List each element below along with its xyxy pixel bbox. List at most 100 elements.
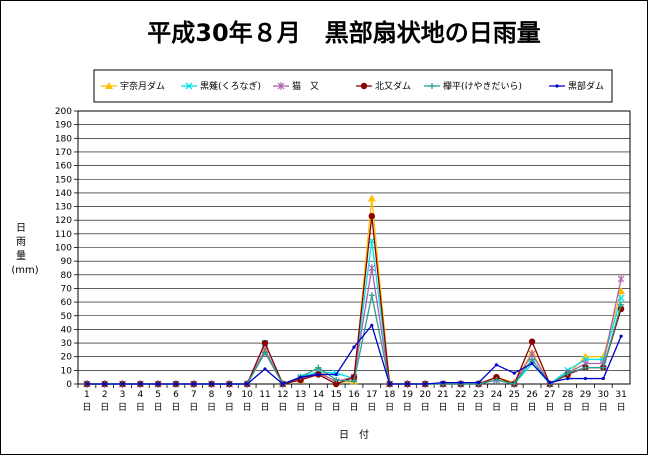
x-tick-label: 15 <box>330 390 341 400</box>
x-tick-label: 5 <box>155 390 161 400</box>
data-point <box>334 372 338 377</box>
x-tick-label: 12 <box>277 390 288 400</box>
x-axis-label: 日 付 <box>339 428 369 441</box>
data-point <box>192 382 196 386</box>
data-point <box>332 380 340 388</box>
x-tick-suffix: 日 <box>581 402 590 413</box>
y-tick-label: 20 <box>61 353 73 363</box>
data-point <box>316 372 320 377</box>
x-tick-suffix: 日 <box>367 402 376 413</box>
x-tick-label: 29 <box>580 390 592 400</box>
x-tick-label: 9 <box>226 390 232 400</box>
x-tick-suffix: 日 <box>403 402 412 413</box>
x-tick-label: 10 <box>241 390 253 400</box>
data-point <box>368 263 376 272</box>
x-tick-label: 17 <box>366 390 377 400</box>
legend-marker <box>555 84 559 88</box>
y-tick-label: 60 <box>61 298 73 308</box>
data-point <box>315 364 322 371</box>
legend-marker <box>360 82 368 90</box>
y-tick-label: 120 <box>55 216 72 226</box>
data-point <box>601 376 605 381</box>
y-tick-label: 10 <box>61 366 73 376</box>
x-tick-suffix: 日 <box>207 402 216 413</box>
x-tick-label: 3 <box>120 390 126 400</box>
y-tick-label: 100 <box>55 244 72 254</box>
x-tick-label: 18 <box>384 390 396 400</box>
y-tick-label: 70 <box>61 284 73 294</box>
data-point <box>511 381 518 387</box>
data-point <box>530 361 534 366</box>
x-tick-suffix: 日 <box>278 402 287 413</box>
x-tick-label: 2 <box>102 390 108 400</box>
series-6 <box>85 323 623 386</box>
x-tick-label: 25 <box>509 390 520 400</box>
legend-entry: 黒薙(くろなぎ) <box>181 80 261 92</box>
data-point <box>600 364 607 371</box>
x-axis-ticks: 1日2日3日4日5日6日7日8日9日10日11日12日13日14日15日16日1… <box>77 384 627 413</box>
x-tick-suffix: 日 <box>599 402 608 413</box>
data-point <box>617 274 625 283</box>
data-point <box>405 382 410 386</box>
x-tick-suffix: 日 <box>82 402 91 413</box>
x-tick-suffix: 日 <box>545 402 554 413</box>
x-tick-label: 6 <box>173 390 179 400</box>
x-tick-label: 27 <box>544 390 555 400</box>
legend-label: 欅平(けやきだいら) <box>443 81 522 92</box>
legend-entry: 黒部ダム <box>549 80 604 92</box>
x-tick-label: 24 <box>491 390 503 400</box>
x-tick-suffix: 日 <box>421 402 430 413</box>
y-tick-label: 80 <box>61 271 73 281</box>
data-point <box>351 378 357 385</box>
x-tick-suffix: 日 <box>100 402 109 413</box>
data-point <box>370 323 374 327</box>
legend-label: 黒部ダム <box>568 80 604 92</box>
y-tick-label: 110 <box>55 230 72 240</box>
x-tick-suffix: 日 <box>456 402 465 413</box>
y-tick-label: 180 <box>55 134 72 144</box>
data-point <box>352 345 356 349</box>
x-tick-suffix: 日 <box>474 402 483 413</box>
data-point <box>477 381 481 385</box>
x-tick-suffix: 日 <box>385 402 394 413</box>
x-tick-label: 21 <box>437 390 448 400</box>
x-tick-suffix: 日 <box>332 402 341 413</box>
x-tick-suffix: 日 <box>136 402 145 413</box>
x-tick-suffix: 日 <box>154 402 163 413</box>
data-point <box>493 376 500 383</box>
x-tick-label: 13 <box>295 390 306 400</box>
x-tick-suffix: 日 <box>118 402 127 413</box>
y-tick-label: 50 <box>61 312 73 322</box>
x-tick-label: 14 <box>313 390 325 400</box>
legend-entry: 宇奈月ダム <box>101 80 165 92</box>
x-tick-suffix: 日 <box>617 402 626 413</box>
x-tick-suffix: 日 <box>225 402 234 413</box>
x-tick-label: 23 <box>473 390 484 400</box>
data-point <box>582 364 589 371</box>
data-point <box>564 370 571 377</box>
gridlines <box>78 124 630 371</box>
x-tick-label: 1 <box>84 390 90 400</box>
y-tick-label: 150 <box>55 175 72 185</box>
data-point <box>263 367 267 371</box>
y-tick-label: 0 <box>66 380 72 390</box>
data-point <box>103 382 107 386</box>
x-tick-suffix: 日 <box>243 402 252 413</box>
x-tick-label: 8 <box>209 390 215 400</box>
y-tick-label: 200 <box>55 107 72 117</box>
y-tick-label: 40 <box>61 325 73 335</box>
data-point <box>388 382 392 386</box>
x-tick-label: 20 <box>419 390 431 400</box>
data-point <box>423 382 427 386</box>
legend-label: 黒薙(くろなぎ) <box>200 80 261 92</box>
x-tick-suffix: 日 <box>314 402 323 413</box>
legend-marker <box>429 83 435 89</box>
y-tick-label: 140 <box>55 189 72 199</box>
data-point <box>368 212 376 220</box>
data-point <box>367 194 376 202</box>
y-tick-label: 30 <box>61 339 73 349</box>
data-point <box>138 382 142 386</box>
legend-marker <box>105 82 113 89</box>
